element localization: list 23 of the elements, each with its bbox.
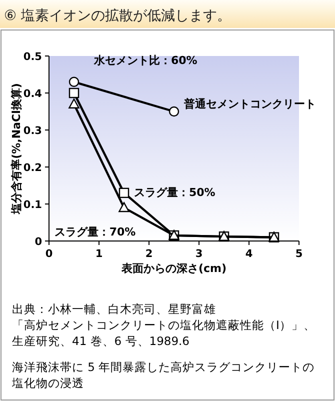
- text: 「高炉セメントコンクリートの塩化物遮蔽性能（Ⅰ）」、: [12, 318, 316, 332]
- y-tick-label: 0.3: [23, 125, 42, 137]
- y-tick-label: 0.4: [23, 88, 42, 100]
- x-tick-label: 5: [295, 248, 303, 260]
- x-tick-label: 2: [145, 248, 153, 260]
- x-tick-label: 3: [195, 248, 203, 260]
- y-tick-label: 0: [34, 236, 42, 248]
- x-axis-title: 表面からの深さ(cm): [120, 262, 227, 275]
- series-label: 普通セメントコンクリート: [183, 98, 316, 110]
- y-axis-title: 塩分含有率(%,NaCl換算): [10, 83, 23, 215]
- series-label: スラグ量：70%: [54, 226, 136, 239]
- source-note: 出典：小林一輔、白木亮司、星野富雄: [12, 302, 216, 316]
- x-tick-label: 4: [245, 248, 253, 260]
- text: 生産研究、41 巻、6 号、1989.6: [12, 334, 190, 348]
- y-tick-label: 0.5: [23, 51, 42, 63]
- x-tick-label: 0: [45, 248, 53, 260]
- annotation: 水セメント比：60%: [93, 54, 198, 67]
- text: 海洋飛沫帯に 5 年間暴露した高炉スラグコンクリートの塩化物の浸透: [11, 360, 315, 390]
- y-tick-label: 0.1: [23, 199, 42, 211]
- series-label: スラグ量：50%: [134, 186, 216, 199]
- x-tick-label: 1: [95, 248, 103, 260]
- y-tick-label: 0.2: [23, 162, 42, 174]
- chart-title: ⑥ 塩素イオンの拡散が低減します。: [4, 8, 232, 24]
